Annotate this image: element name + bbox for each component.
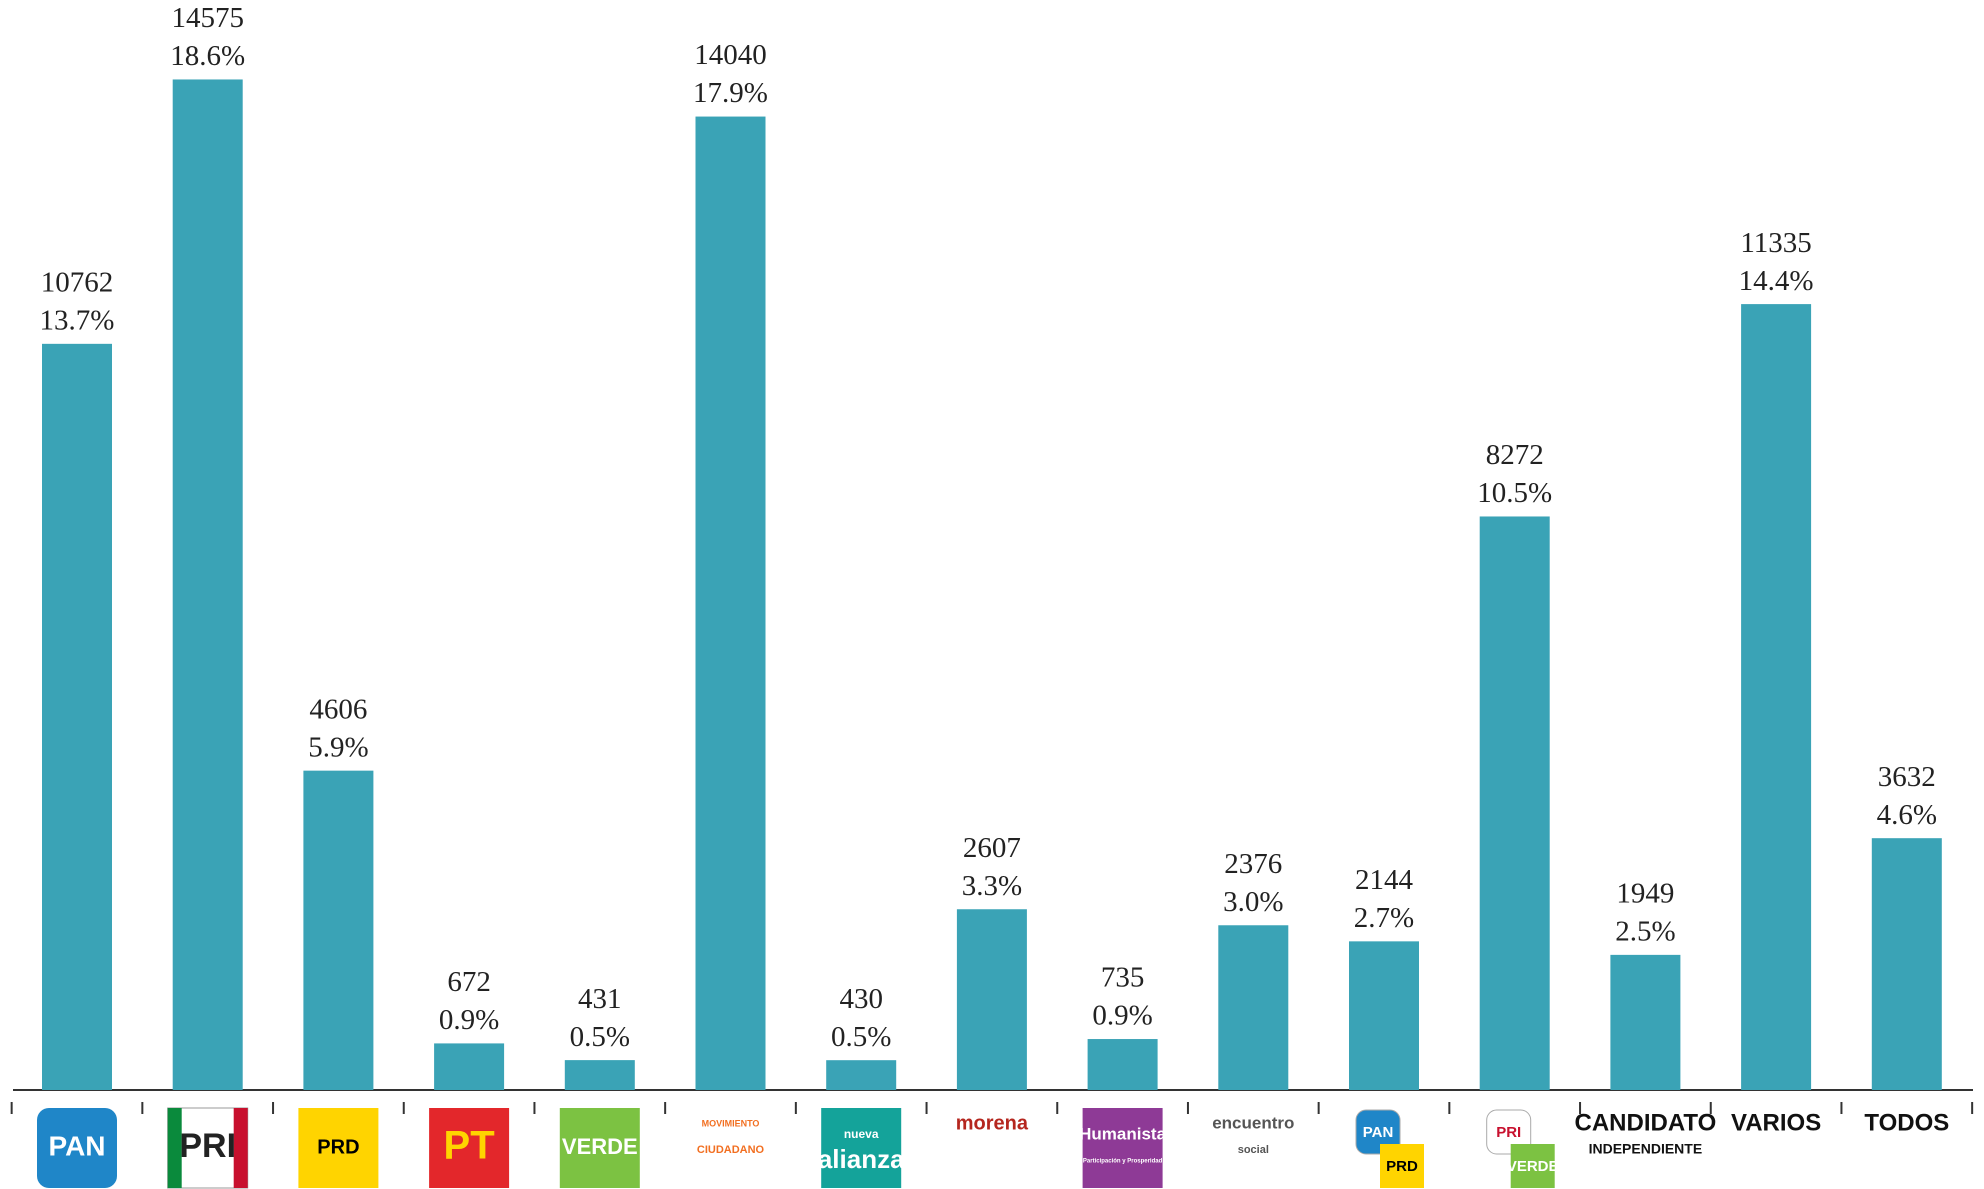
logo-box [429, 1108, 510, 1188]
value-label: 14040 [694, 39, 767, 71]
logo-text: social [1238, 1144, 1269, 1156]
party-logo: PRI VERDE [1486, 1109, 1559, 1188]
bar [172, 79, 243, 1090]
percent-label: 3.0% [1223, 886, 1283, 918]
logo-box [1486, 1109, 1532, 1155]
value-label: 2376 [1224, 848, 1282, 880]
logo-text: PAN [1363, 1124, 1394, 1141]
party-logo: encuentro social [1212, 1113, 1294, 1155]
logo-text: PRI [179, 1127, 236, 1165]
percent-label: 0.9% [1092, 1000, 1152, 1032]
logo-text: INDEPENDIENTE [1589, 1141, 1703, 1157]
logo-box [1355, 1109, 1401, 1155]
value-label: 8272 [1486, 439, 1544, 471]
percent-label: 18.6% [170, 40, 245, 72]
logo-box [1082, 1108, 1163, 1188]
party-logo: PRI [167, 1107, 249, 1189]
logo-stripe [167, 1108, 182, 1188]
party-logo: CANDIDATO INDEPENDIENTE [1575, 1109, 1717, 1156]
value-label: 4606 [309, 693, 367, 725]
logo-text: CANDIDATO [1575, 1109, 1717, 1136]
bar [956, 909, 1027, 1090]
value-label: 2607 [963, 832, 1021, 864]
bar [826, 1060, 897, 1090]
party-logo: Humanista Participación y Prosperidad [1079, 1108, 1167, 1188]
bar [303, 770, 374, 1090]
party-logo: PAN [37, 1108, 117, 1188]
percent-label: 2.7% [1354, 902, 1414, 934]
logo-text: morena [956, 1112, 1029, 1134]
logo-text: Participación y Prosperidad [1083, 1159, 1163, 1165]
percent-label: 10.5% [1477, 477, 1552, 509]
percent-label: 5.9% [308, 731, 368, 763]
percent-label: 4.6% [1877, 799, 1937, 831]
value-label: 11335 [1740, 227, 1811, 259]
value-label: 430 [839, 983, 883, 1015]
value-label: 3632 [1878, 761, 1936, 793]
bar [695, 116, 766, 1090]
logo-text: VARIOS [1731, 1109, 1821, 1136]
value-label: 10762 [41, 266, 114, 298]
value-label: 735 [1101, 962, 1145, 994]
logo-text: PT [444, 1124, 495, 1168]
bar [1349, 941, 1419, 1090]
logo-text: MOVIMIENTO [702, 1118, 760, 1128]
logo-text: alianza [818, 1144, 905, 1174]
party-logo: nueva alianza [818, 1108, 905, 1188]
party-logo: PRD [298, 1108, 379, 1188]
logo-stripe [233, 1108, 248, 1188]
value-label: 14575 [171, 2, 244, 34]
value-label: 2144 [1355, 864, 1414, 896]
party-logo: morena [956, 1112, 1029, 1134]
value-label: 672 [447, 966, 491, 998]
logo-box [37, 1108, 117, 1188]
logo-text: CIUDADANO [697, 1144, 765, 1156]
logo-text: PRI [1496, 1124, 1521, 1141]
percent-label: 13.7% [40, 304, 115, 336]
bar [42, 343, 112, 1090]
percent-label: 14.4% [1739, 265, 1814, 297]
bar [1871, 838, 1942, 1090]
logo-box [821, 1108, 902, 1188]
percent-label: 0.5% [570, 1021, 630, 1053]
logo-text: PRD [1386, 1158, 1418, 1175]
party-logo: TODOS [1864, 1109, 1949, 1136]
logo-text: Humanista [1079, 1124, 1166, 1143]
logo-text: PAN [48, 1130, 105, 1161]
logo-text: encuentro [1212, 1113, 1294, 1132]
logo-text: VERDE [1507, 1158, 1559, 1175]
bar [1610, 954, 1681, 1090]
value-label: 431 [578, 983, 622, 1015]
percent-label: 0.9% [439, 1004, 499, 1036]
percent-label: 0.5% [831, 1021, 891, 1053]
party-logo: VARIOS [1731, 1109, 1821, 1136]
party-logo: PT [429, 1108, 510, 1188]
party-logo: MOVIMIENTO CIUDADANO [697, 1118, 765, 1156]
logo-box [298, 1108, 379, 1188]
bar [1218, 925, 1289, 1090]
logo-text: TODOS [1864, 1109, 1949, 1136]
logo-box [1380, 1144, 1424, 1188]
logo-box [559, 1108, 640, 1188]
value-label: 1949 [1616, 878, 1674, 910]
bar [1741, 304, 1812, 1090]
bar [564, 1060, 635, 1090]
logo-text: nueva [844, 1127, 879, 1141]
logo-text: PRD [317, 1136, 359, 1158]
percent-label: 17.9% [693, 77, 768, 109]
bar [1479, 516, 1550, 1090]
party-logo: VERDE [559, 1108, 640, 1188]
percent-label: 3.3% [962, 870, 1022, 902]
bar [1087, 1039, 1158, 1090]
party-logo: PAN PRD [1355, 1109, 1424, 1188]
logo-box [1510, 1144, 1555, 1188]
percent-label: 2.5% [1615, 916, 1675, 948]
logo-text: VERDE [562, 1134, 638, 1159]
bar [434, 1043, 505, 1090]
